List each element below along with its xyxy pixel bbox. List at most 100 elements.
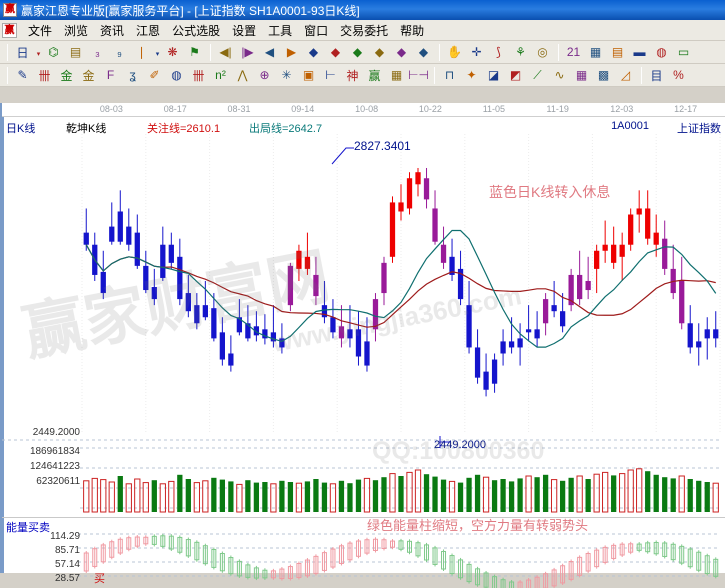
price-axis-bottom-label: 2449.2000 bbox=[32, 427, 80, 438]
window-title: 赢家江恩专业版[赢家服务平台] - [上证指数 SH1A0001-93日K线] bbox=[21, 3, 360, 18]
date-tick: 12-03 bbox=[610, 104, 634, 114]
ladder-icon[interactable]: 目 bbox=[650, 68, 663, 83]
diamond-cross-icon[interactable]: ◆ bbox=[418, 45, 429, 59]
gold-grid-1-icon[interactable]: 金 bbox=[60, 68, 73, 83]
date-axis: 08-03 08-17 08-31 09-14 10-08 10-22 11-05 11-19… bbox=[2, 103, 725, 117]
box-draw-icon[interactable]: ⊓ bbox=[444, 68, 455, 82]
chart-left-gutter bbox=[2, 103, 4, 573]
toolbar-separator bbox=[434, 66, 435, 84]
menu-window[interactable]: 窗口 bbox=[304, 23, 329, 38]
date-tick: 08-31 bbox=[227, 104, 251, 114]
dropdown-arrow-icon[interactable]: ▾ bbox=[36, 51, 41, 58]
next-icon[interactable]: ▶ bbox=[286, 45, 297, 59]
gold-grid-2-icon[interactable]: 金 bbox=[82, 68, 95, 83]
candle-icon[interactable]: ❘ bbox=[136, 45, 147, 59]
calculator-icon[interactable]: ▦ bbox=[589, 45, 602, 59]
instrument-name-label: 上证指数 bbox=[677, 123, 721, 135]
date-tick: 11-05 bbox=[482, 104, 506, 114]
percent-icon[interactable]: % bbox=[673, 68, 684, 82]
box-target-icon[interactable]: ▣ bbox=[302, 68, 315, 82]
energy-panel-title: 能量买卖 bbox=[6, 522, 50, 534]
energy-panel[interactable]: 能量买卖 114.29 85.71 57.14 28.57 买 绿色能量柱缩短，… bbox=[2, 517, 725, 588]
menu-trade-order[interactable]: 交易委托 bbox=[340, 23, 389, 38]
dropdown-arrow-2-icon[interactable]: ▾ bbox=[155, 51, 160, 58]
menu-logo-icon: 赢 bbox=[2, 22, 17, 38]
menu-help[interactable]: 帮助 bbox=[400, 23, 425, 38]
network-icon[interactable]: ⌬ bbox=[48, 45, 59, 59]
crosshair-tool-icon[interactable]: ✛ bbox=[471, 45, 482, 59]
ruler-123-icon[interactable]: ▦ bbox=[390, 68, 403, 82]
volume-panel[interactable]: 2449.2000 186961834 124641223 62320611 2… bbox=[2, 427, 725, 517]
calendar-21-icon[interactable]: 21 bbox=[566, 45, 581, 59]
date-tick: 11-19 bbox=[546, 104, 569, 114]
kline-type-label: 日K线 bbox=[6, 123, 36, 135]
print-icon[interactable]: ▭ bbox=[677, 45, 690, 59]
circle-grid-icon[interactable]: ◍ bbox=[171, 68, 182, 82]
report-icon[interactable]: ▤ bbox=[611, 45, 624, 59]
diamond-both-icon[interactable]: ◆ bbox=[352, 45, 363, 59]
pen-tool-icon[interactable]: ✎ bbox=[17, 68, 28, 82]
ying-icon[interactable]: 赢 bbox=[368, 68, 381, 83]
toolbar-separator bbox=[558, 43, 559, 61]
grid-lines-icon[interactable]: 卌 bbox=[38, 68, 51, 83]
menu-formula-screen[interactable]: 公式选股 bbox=[172, 23, 221, 38]
volume-tick-2: 124641223 bbox=[29, 461, 80, 472]
toolbar-separator bbox=[641, 66, 642, 84]
menu-tools[interactable]: 工具 bbox=[268, 23, 293, 38]
diamond-right-icon[interactable]: ◆ bbox=[330, 45, 341, 59]
angle-lines-icon[interactable]: ⋀ bbox=[237, 68, 248, 82]
pen-grid-icon[interactable]: ✐ bbox=[149, 68, 160, 82]
menu-gann[interactable]: 江恩 bbox=[136, 23, 161, 38]
gann-wheel-icon[interactable]: ❋ bbox=[167, 45, 178, 59]
last-page-icon[interactable]: |▶ bbox=[241, 45, 254, 59]
brain-icon[interactable]: ◎ bbox=[537, 45, 548, 59]
diamond-left-icon[interactable]: ◆ bbox=[308, 45, 319, 59]
first-page-icon[interactable]: ◀| bbox=[219, 45, 232, 59]
flag-icon[interactable]: ⚑ bbox=[189, 45, 200, 59]
grid-small-icon[interactable]: ▦ bbox=[575, 68, 588, 82]
fan-red-icon[interactable]: ✦ bbox=[466, 68, 477, 82]
slope-grid-icon[interactable]: ◿ bbox=[620, 68, 631, 82]
energy-buy-marker: 买 bbox=[94, 573, 105, 585]
chart-bars-3-icon[interactable]: ₃ bbox=[95, 45, 100, 59]
tree-icon[interactable]: ⚘ bbox=[515, 45, 526, 59]
grid-4-icon[interactable]: 卌 bbox=[192, 68, 205, 83]
menu-file[interactable]: 文件 bbox=[28, 23, 53, 38]
prev-icon[interactable]: ◀ bbox=[264, 45, 275, 59]
price-panel[interactable]: 2827.3401 蓝色日K线转入休息 赢家财富网 www.yingjia360… bbox=[2, 134, 725, 434]
target-icon[interactable]: ⊕ bbox=[259, 68, 270, 82]
low-price-annotation: 2449.2000 bbox=[434, 439, 486, 451]
diamond-up-icon[interactable]: ◆ bbox=[374, 45, 385, 59]
diamond-plus-icon[interactable]: ◆ bbox=[396, 45, 407, 59]
energy-tick-3: 85.71 bbox=[54, 545, 80, 556]
tick-marks-icon[interactable]: ⊢ bbox=[325, 68, 336, 82]
globe-save-icon[interactable]: ◍ bbox=[656, 45, 667, 59]
menu-settings[interactable]: 设置 bbox=[232, 23, 257, 38]
zigzag-icon[interactable]: ∿ bbox=[554, 68, 565, 82]
hand-tool-icon[interactable]: ✋ bbox=[447, 45, 462, 59]
trend-up-icon[interactable]: ⟋ bbox=[533, 67, 542, 82]
calendar-day-icon[interactable]: 日 bbox=[16, 45, 29, 60]
f-grid-icon[interactable]: F bbox=[106, 68, 115, 82]
shen-icon[interactable]: 神 bbox=[346, 68, 359, 83]
save-icon[interactable]: ▬ bbox=[633, 45, 646, 59]
watch-line-label: 关注线=2610.1 bbox=[147, 123, 221, 135]
volume-tick-1: 62320611 bbox=[36, 476, 80, 487]
star-target-icon[interactable]: ✳ bbox=[281, 68, 292, 82]
chart-bars-9-icon[interactable]: ₉ bbox=[117, 45, 122, 59]
menu-news[interactable]: 资讯 bbox=[100, 23, 125, 38]
fan-box-icon[interactable]: ◪ bbox=[487, 68, 500, 82]
document-icon[interactable]: ▤ bbox=[69, 45, 82, 59]
compass-tool-icon[interactable]: ⟆ bbox=[496, 45, 501, 59]
date-tick: 09-14 bbox=[291, 104, 315, 114]
spiral-icon[interactable]: ʓ bbox=[129, 68, 136, 82]
chart-area[interactable]: 08-03 08-17 08-31 09-14 10-08 10-22 11-05 11-19… bbox=[0, 103, 725, 588]
n2-icon[interactable]: n² bbox=[215, 68, 226, 82]
menu-browse[interactable]: 浏览 bbox=[64, 23, 89, 38]
fan-shade-icon[interactable]: ◩ bbox=[509, 68, 522, 82]
energy-tick-1: 28.57 bbox=[54, 573, 80, 584]
grid-large-icon[interactable]: ▩ bbox=[597, 68, 610, 82]
measure-icon[interactable]: ⊢⊣ bbox=[408, 68, 429, 82]
